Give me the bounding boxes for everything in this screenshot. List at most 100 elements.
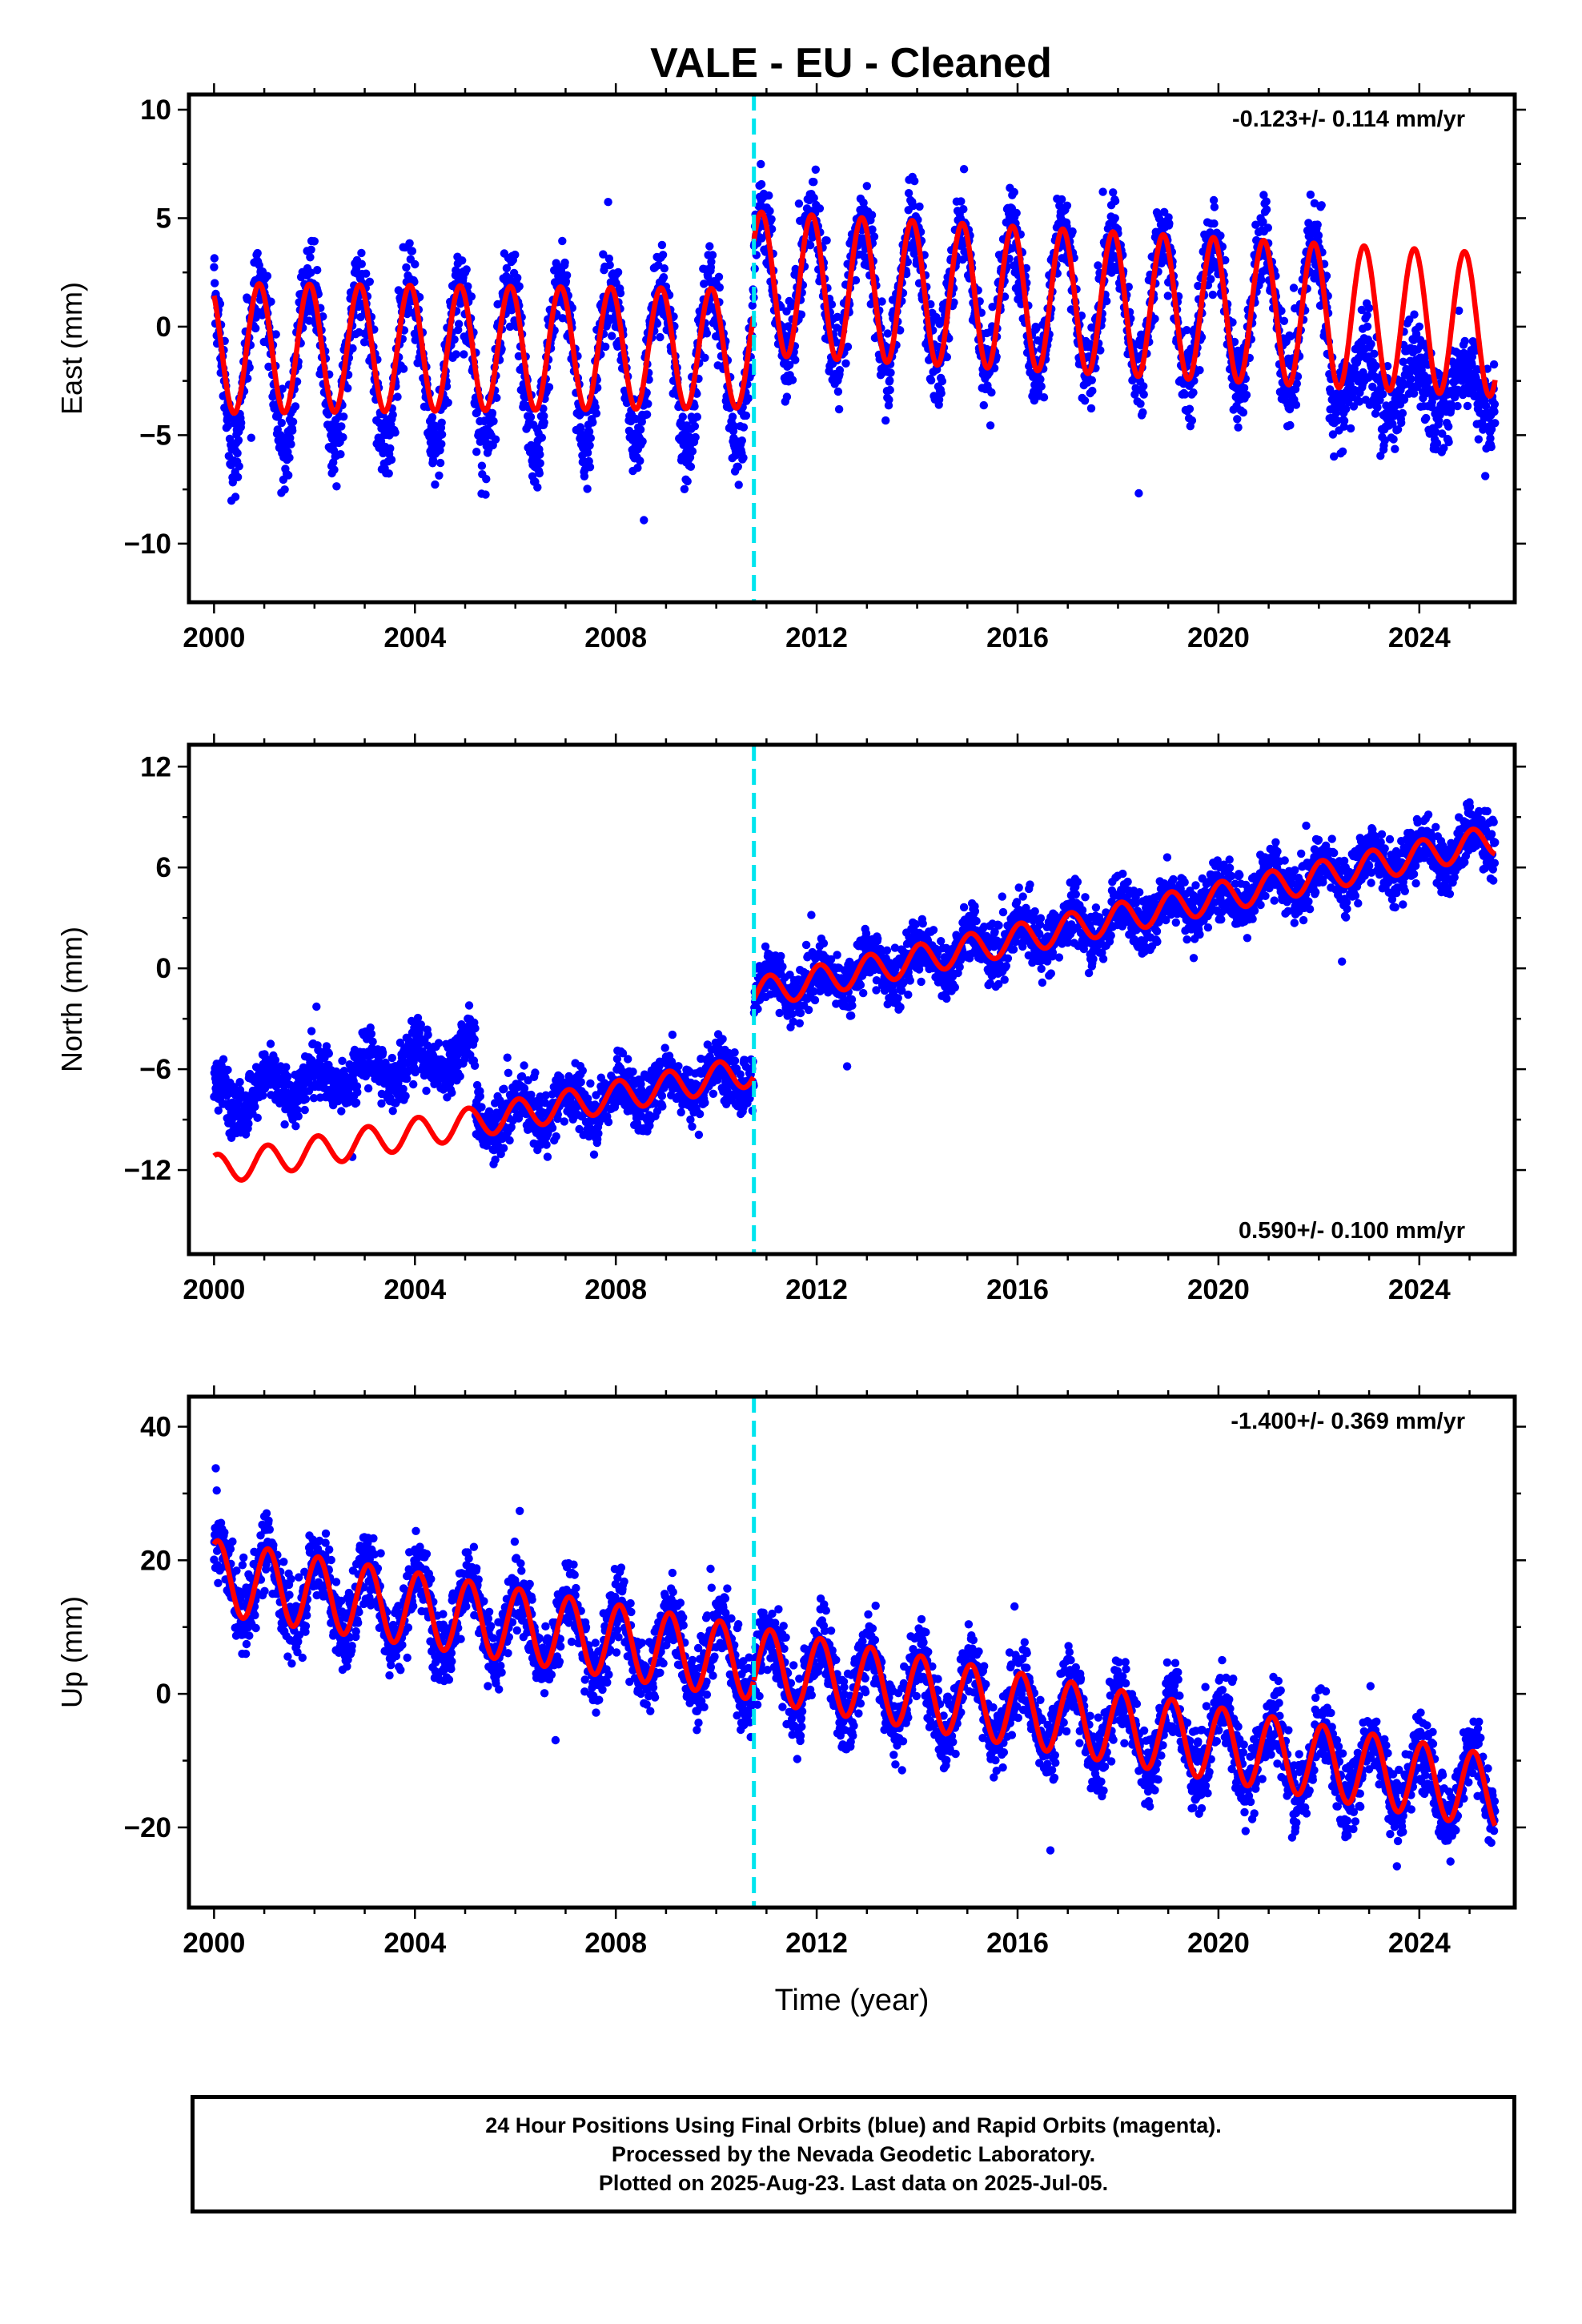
data-point	[263, 271, 272, 280]
data-point	[304, 316, 314, 325]
data-point	[739, 453, 748, 462]
data-point	[422, 1086, 431, 1096]
data-point	[231, 493, 240, 501]
data-point	[757, 159, 765, 169]
data-point	[324, 1049, 333, 1058]
data-point	[462, 265, 471, 274]
data-point	[387, 1053, 396, 1063]
data-point	[1397, 418, 1406, 428]
data-point	[1039, 393, 1049, 402]
data-point	[1379, 390, 1387, 399]
data-point	[915, 202, 924, 211]
data-point	[535, 468, 544, 478]
data-point	[470, 1035, 479, 1044]
data-point	[934, 395, 944, 404]
data-point	[307, 1027, 316, 1035]
data-point	[408, 247, 417, 255]
data-point	[585, 441, 594, 450]
data-point	[388, 1107, 397, 1116]
data-point	[514, 352, 524, 360]
data-point	[266, 1039, 275, 1048]
data-point	[386, 444, 395, 453]
data-point	[1263, 223, 1273, 232]
data-point	[1415, 322, 1424, 331]
data-point	[1398, 408, 1407, 418]
data-point	[883, 329, 892, 338]
data-point	[1490, 400, 1500, 408]
data-point	[932, 312, 941, 322]
data-point	[210, 263, 219, 271]
data-point	[233, 472, 243, 481]
data-point	[868, 225, 877, 234]
data-point	[436, 446, 444, 455]
data-point	[540, 418, 548, 427]
data-point	[1444, 422, 1453, 431]
data-point	[437, 418, 446, 427]
data-point	[1444, 437, 1453, 447]
data-point	[543, 1152, 552, 1161]
data-point	[885, 396, 893, 404]
data-point	[365, 277, 374, 286]
data-point	[502, 263, 512, 273]
east-y-axis-label: East (mm)	[55, 282, 88, 415]
data-point	[294, 1112, 303, 1121]
data-point	[1364, 304, 1374, 312]
data-point	[678, 412, 687, 421]
data-point	[1491, 419, 1500, 428]
data-point	[337, 1107, 346, 1116]
data-point	[1110, 196, 1120, 206]
data-point	[867, 211, 877, 219]
data-point	[357, 248, 366, 258]
data-point	[797, 310, 806, 319]
data-point	[1234, 423, 1243, 432]
data-point	[1165, 219, 1174, 228]
x-tick-label: 2016	[986, 622, 1049, 653]
data-point	[834, 404, 844, 414]
data-point	[782, 392, 792, 401]
data-point	[950, 298, 958, 307]
data-point	[452, 266, 460, 275]
data-point	[1239, 408, 1248, 417]
data-point	[636, 456, 644, 465]
data-point	[278, 384, 287, 393]
data-point	[1195, 366, 1204, 375]
data-point	[1010, 187, 1019, 197]
data-point	[1086, 404, 1096, 413]
east-plot-frame	[187, 92, 1517, 605]
data-point	[733, 462, 742, 471]
data-point	[456, 1072, 464, 1081]
data-point	[737, 436, 746, 445]
data-point	[744, 394, 753, 403]
data-point	[271, 330, 280, 339]
data-point	[458, 256, 467, 265]
data-point	[464, 282, 472, 291]
data-point	[1094, 261, 1102, 270]
data-point	[313, 266, 322, 275]
data-point	[1262, 205, 1271, 214]
data-point	[881, 416, 890, 425]
data-point	[1460, 336, 1469, 346]
data-point	[533, 483, 542, 492]
data-point	[233, 448, 242, 458]
data-point	[312, 1002, 321, 1011]
data-point	[558, 236, 567, 246]
data-point	[560, 258, 569, 267]
data-point	[288, 426, 297, 435]
data-point	[378, 1048, 387, 1057]
data-point	[482, 475, 491, 484]
data-point	[251, 324, 260, 333]
data-point	[608, 332, 616, 340]
data-point	[885, 385, 894, 395]
data-point	[544, 383, 554, 392]
data-point	[767, 215, 776, 223]
data-point	[505, 322, 515, 332]
data-point	[714, 272, 724, 281]
data-point	[450, 335, 459, 344]
data-point	[388, 410, 397, 420]
data-point	[1487, 442, 1496, 452]
data-point	[359, 338, 369, 347]
data-point	[791, 356, 800, 364]
data-point	[437, 430, 447, 439]
data-point	[223, 421, 233, 430]
data-point	[307, 268, 315, 277]
